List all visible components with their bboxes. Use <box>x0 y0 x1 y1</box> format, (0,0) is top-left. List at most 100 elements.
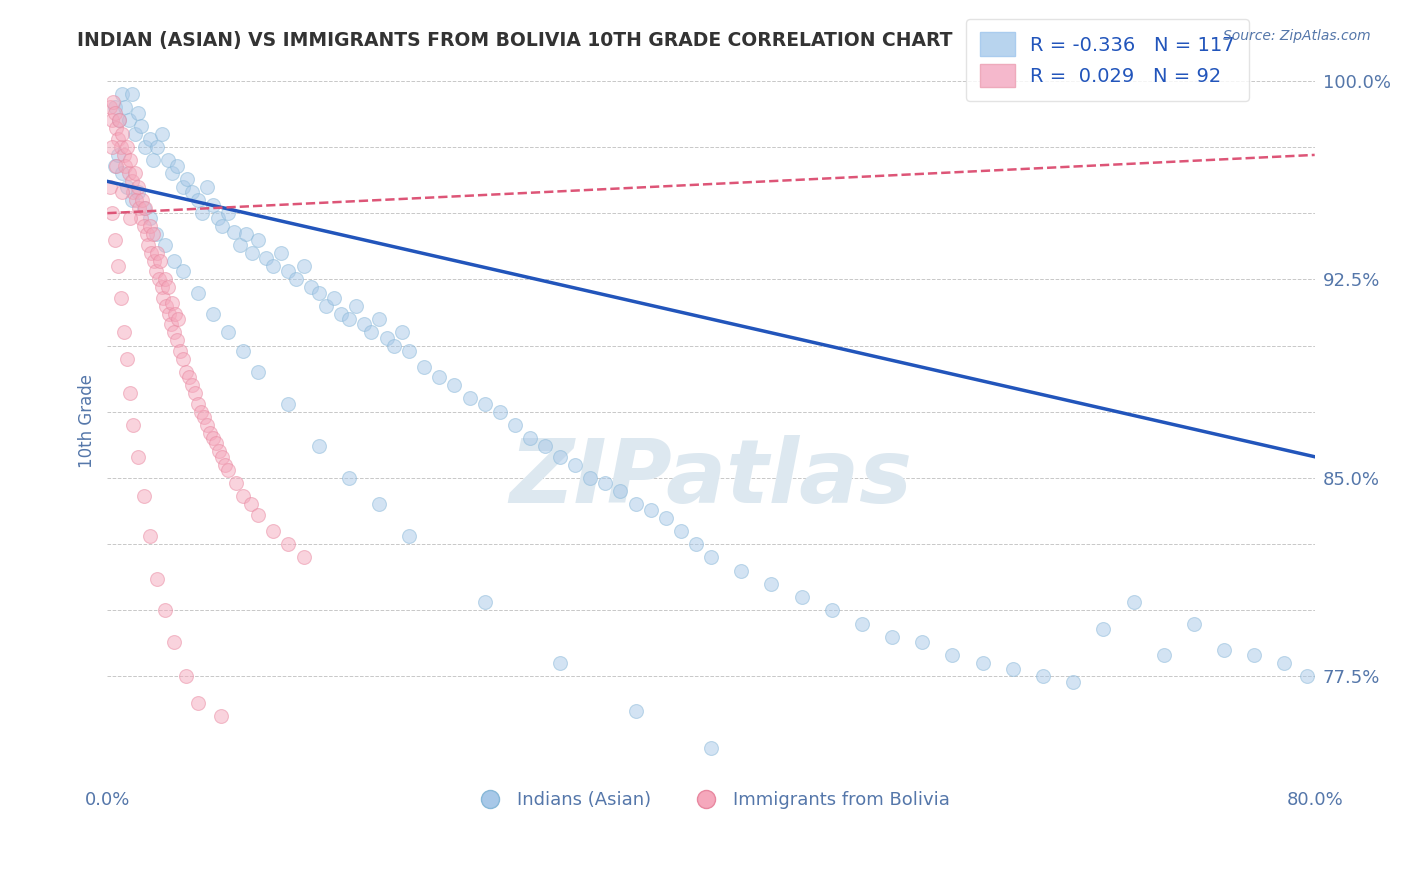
Point <box>235 227 257 242</box>
Point <box>111 87 134 101</box>
Point <box>299 280 322 294</box>
Point <box>121 87 143 101</box>
Point <box>193 410 215 425</box>
Point <box>187 193 209 207</box>
Point <box>202 307 225 321</box>
Point <box>100 179 122 194</box>
Point <box>172 179 194 194</box>
Point <box>308 285 330 300</box>
Point <box>111 185 134 199</box>
Point <box>146 140 169 154</box>
Text: INDIAN (ASIAN) VS IMMIGRANTS FROM BOLIVIA 10TH GRADE CORRELATION CHART: INDIAN (ASIAN) VS IMMIGRANTS FROM BOLIVI… <box>77 31 953 50</box>
Point <box>129 119 152 133</box>
Point <box>165 307 187 321</box>
Point <box>153 603 176 617</box>
Point <box>1243 648 1265 663</box>
Point <box>162 296 184 310</box>
Point <box>150 280 173 294</box>
Point <box>229 238 252 252</box>
Point <box>149 253 172 268</box>
Point <box>104 233 127 247</box>
Point <box>458 392 481 406</box>
Point <box>166 159 188 173</box>
Point <box>685 537 707 551</box>
Point <box>292 550 315 565</box>
Point <box>503 417 526 432</box>
Point <box>315 299 337 313</box>
Point <box>125 193 148 207</box>
Point <box>115 179 138 194</box>
Point <box>247 365 270 379</box>
Point <box>105 159 128 173</box>
Point <box>134 201 156 215</box>
Point <box>100 100 122 114</box>
Point <box>142 227 165 242</box>
Point <box>205 436 228 450</box>
Point <box>174 365 197 379</box>
Point <box>217 206 239 220</box>
Point <box>169 343 191 358</box>
Point <box>209 709 232 723</box>
Point <box>911 635 934 649</box>
Point <box>413 359 436 374</box>
Point <box>534 439 557 453</box>
Point <box>195 179 218 194</box>
Point <box>103 95 125 109</box>
Point <box>277 537 299 551</box>
Point <box>579 471 602 485</box>
Point <box>101 140 124 154</box>
Text: ZIPatlas: ZIPatlas <box>509 435 912 523</box>
Point <box>121 174 143 188</box>
Point <box>104 105 127 120</box>
Point <box>669 524 692 538</box>
Point <box>208 444 231 458</box>
Point <box>398 343 420 358</box>
Point <box>163 635 186 649</box>
Point <box>108 113 131 128</box>
Point <box>254 251 277 265</box>
Point <box>118 386 141 401</box>
Point <box>277 264 299 278</box>
Point <box>851 616 873 631</box>
Point <box>398 529 420 543</box>
Point <box>564 458 586 472</box>
Point <box>640 502 662 516</box>
Point <box>187 285 209 300</box>
Point <box>141 245 163 260</box>
Point <box>270 245 292 260</box>
Point <box>624 704 647 718</box>
Point <box>240 245 263 260</box>
Point <box>138 211 160 226</box>
Point <box>277 397 299 411</box>
Point <box>292 259 315 273</box>
Point <box>127 105 149 120</box>
Point <box>1153 648 1175 663</box>
Point <box>166 333 188 347</box>
Point <box>177 370 200 384</box>
Point <box>127 450 149 464</box>
Point <box>110 140 132 154</box>
Point <box>163 326 186 340</box>
Point <box>353 318 375 332</box>
Point <box>127 179 149 194</box>
Point <box>195 417 218 432</box>
Point <box>187 696 209 710</box>
Point <box>107 259 129 273</box>
Point <box>105 121 128 136</box>
Point <box>344 299 367 313</box>
Point <box>138 132 160 146</box>
Point <box>112 326 135 340</box>
Point <box>117 113 139 128</box>
Point <box>1122 595 1144 609</box>
Text: Source: ZipAtlas.com: Source: ZipAtlas.com <box>1223 29 1371 43</box>
Point <box>121 193 143 207</box>
Point <box>217 326 239 340</box>
Point <box>972 657 994 671</box>
Point <box>127 185 149 199</box>
Point <box>700 550 723 565</box>
Point <box>655 510 678 524</box>
Point <box>882 630 904 644</box>
Point <box>217 463 239 477</box>
Point <box>128 201 150 215</box>
Point <box>211 450 233 464</box>
